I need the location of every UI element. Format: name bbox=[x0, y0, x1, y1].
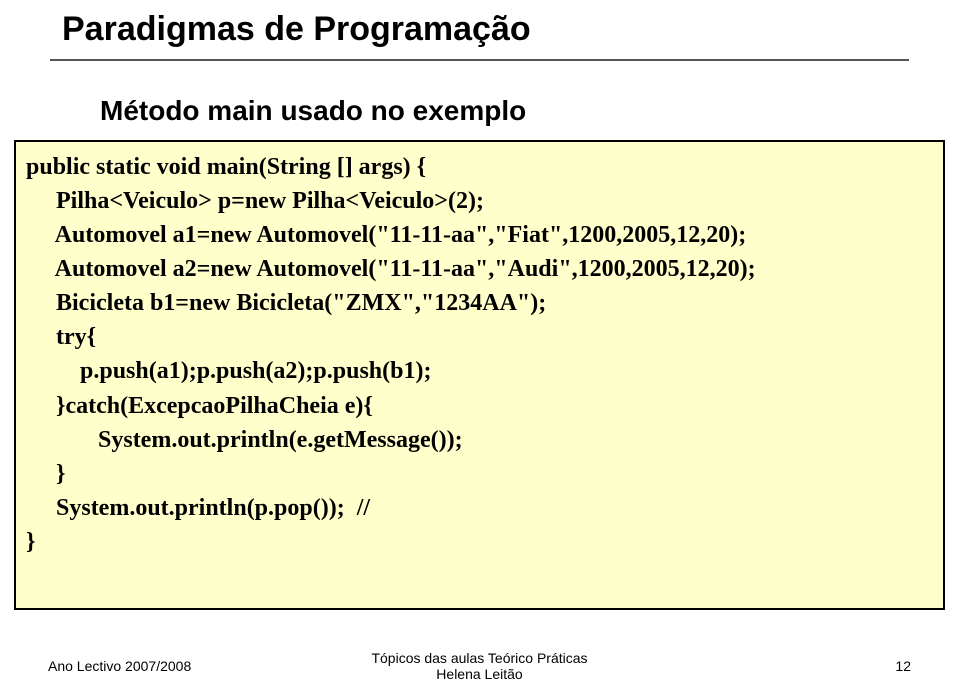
code-line: } bbox=[26, 525, 925, 559]
code-line: Pilha<Veiculo> p=new Pilha<Veiculo>(2); bbox=[26, 184, 925, 218]
slide-container: Paradigmas de Programação Método main us… bbox=[0, 0, 959, 696]
code-line: try{ bbox=[26, 320, 925, 354]
code-line: System.out.println(p.pop()); // bbox=[26, 491, 925, 525]
title-bar: Paradigmas de Programação bbox=[50, 10, 909, 61]
slide-title: Paradigmas de Programação bbox=[62, 10, 909, 49]
code-line: } bbox=[26, 457, 925, 491]
footer-center-line2: Helena Leitão bbox=[436, 666, 522, 682]
footer-page-number: 12 bbox=[895, 658, 911, 674]
code-block: public static void main(String [] args) … bbox=[14, 140, 945, 610]
code-line: Automovel a2=new Automovel("11-11-aa","A… bbox=[26, 252, 925, 286]
footer-center: Tópicos das aulas Teórico Práticas Helen… bbox=[48, 650, 911, 682]
code-line: Automovel a1=new Automovel("11-11-aa","F… bbox=[26, 218, 925, 252]
code-line: Bicicleta b1=new Bicicleta("ZMX","1234AA… bbox=[26, 286, 925, 320]
code-line: }catch(ExcepcaoPilhaCheia e){ bbox=[26, 389, 925, 423]
code-line: p.push(a1);p.push(a2);p.push(b1); bbox=[26, 354, 925, 388]
code-line: public static void main(String [] args) … bbox=[26, 150, 925, 184]
code-line: System.out.println(e.getMessage()); bbox=[26, 423, 925, 457]
slide-subtitle: Método main usado no exemplo bbox=[100, 95, 526, 127]
footer-center-line1: Tópicos das aulas Teórico Práticas bbox=[371, 650, 587, 666]
